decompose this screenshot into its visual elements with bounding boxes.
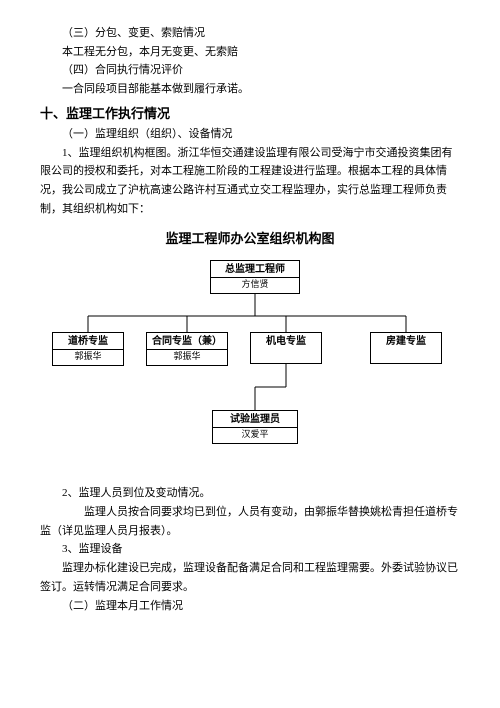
org-node-title: 道桥专监 <box>53 335 123 348</box>
org-node-title: 机电专监 <box>251 335 321 348</box>
org-chart: 总监理工程师方信贤道桥专监郭振华 合同专监（兼） 郭振华 机电专监 房建专监试验监理员汉… <box>40 260 460 470</box>
org-chart-title: 监理工程师办公室组织机构图 <box>40 228 460 250</box>
org-node-n_hetong: 合同专监（兼） 郭振华 <box>146 332 228 366</box>
org-node-n_jidian: 机电专监 <box>250 332 322 364</box>
subsection-1-header: （一）监理组织（组织）、设备情况 <box>40 125 460 144</box>
para-org-intro: 1、监理组织机构框图。浙江华恒交通建设监理有限公司受海宁市交通投资集团有限公司的… <box>40 144 460 219</box>
subsection-2-header: （二）监理本月工作情况 <box>40 597 460 616</box>
para-2-body: 监理人员按合同要求均已到位，人员有变动，由郭振华替换姚松青担任道桥专监（详见监理… <box>40 503 460 540</box>
para-2-header: 2、监理人员到位及变动情况。 <box>40 484 460 503</box>
org-node-top: 总监理工程师方信贤 <box>210 260 300 294</box>
para-section3-body: 本工程无分包，本月无变更、无索赔 <box>40 43 460 62</box>
org-node-n_daoqiao: 道桥专监郭振华 <box>52 332 124 366</box>
org-node-n_shiyan: 试验监理员汉爱平 <box>212 410 298 444</box>
para-section4-title: （四）合同执行情况评价 <box>40 61 460 80</box>
org-node-title: 合同专监（兼） <box>147 335 227 348</box>
org-node-n_fangjian: 房建专监 <box>370 332 442 364</box>
org-node-name: 方信贤 <box>211 279 299 291</box>
org-node-title: 房建专监 <box>371 335 441 348</box>
para-3-header: 3、监理设备 <box>40 540 460 559</box>
para-3-body: 监理办标化建设已完成，监理设备配备满足合同和工程监理需要。外委试验协议已签订。运… <box>40 559 460 596</box>
org-node-name: 郭振华 <box>53 351 123 363</box>
para-section4-body: 一合同段项目部能基本做到履行承诺。 <box>40 80 460 99</box>
org-node-name: 郭振华 <box>147 351 227 363</box>
org-node-title: 试验监理员 <box>213 413 297 426</box>
org-node-title: 总监理工程师 <box>211 263 299 276</box>
section-10-header: 十、监理工作执行情况 <box>40 103 460 125</box>
para-section3-title: （三）分包、变更、索赔情况 <box>40 24 460 43</box>
org-node-name: 汉爱平 <box>213 429 297 441</box>
